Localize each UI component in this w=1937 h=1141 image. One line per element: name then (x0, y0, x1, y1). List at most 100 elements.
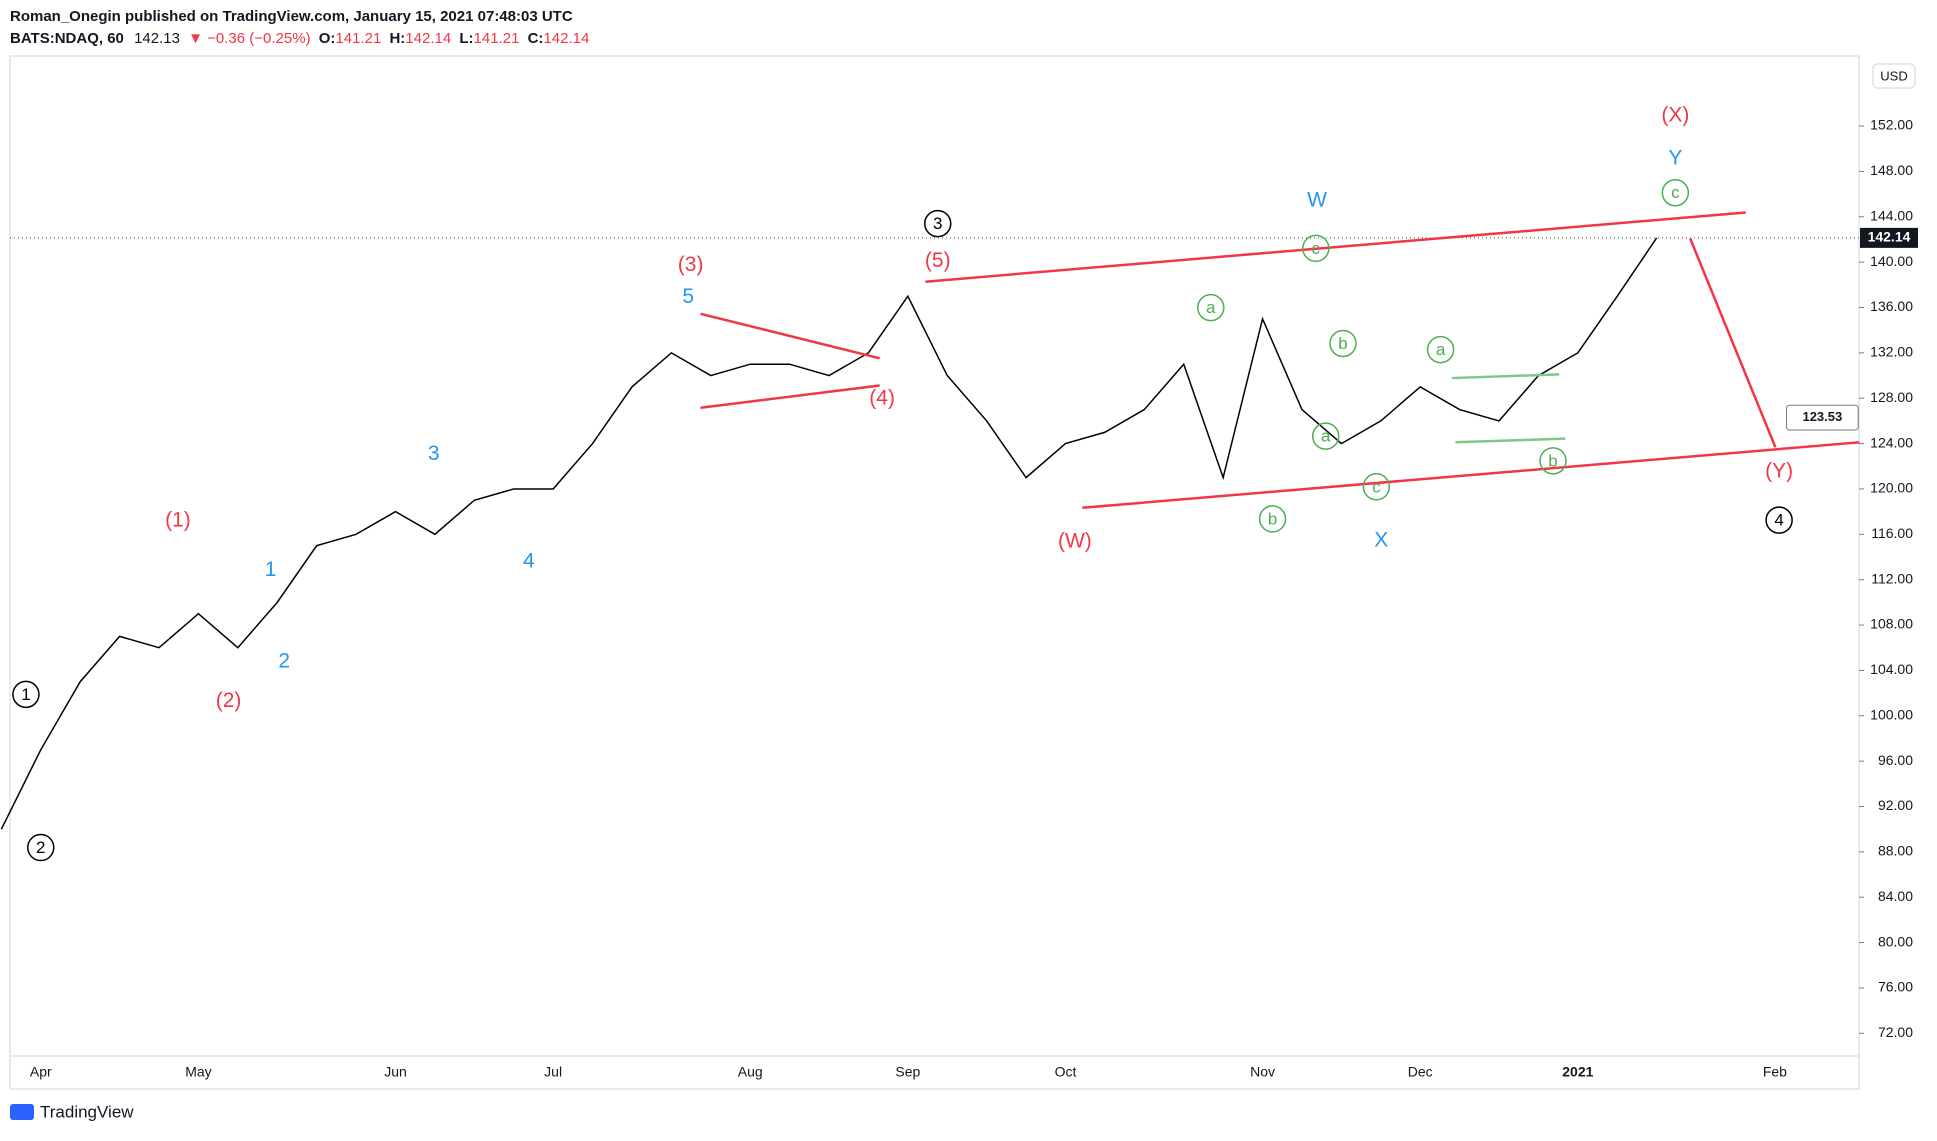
wave-label: Y (1668, 147, 1682, 170)
wave-label: c (1671, 183, 1680, 202)
c-value: 142.14 (543, 30, 589, 47)
c-label: C: (528, 30, 544, 47)
wave-circle (923, 209, 952, 238)
plot-frame (9, 55, 1860, 1090)
wave-label: W (1307, 189, 1327, 212)
wave-label: b (1548, 451, 1557, 470)
x-tick-label: Apr (30, 1064, 52, 1080)
wave-circle (1311, 422, 1340, 450)
range-top (1451, 373, 1560, 380)
wave-label: (3) (678, 253, 704, 276)
change: ▼ −0.36 (−0.25%) (188, 30, 310, 47)
last-price-box (1860, 227, 1918, 248)
y-tick-label: 96.00 (1878, 752, 1913, 768)
x-tick-label: Aug (738, 1064, 763, 1080)
y-tick-label: 84.00 (1878, 888, 1913, 904)
x-tick-label: 2021 (1562, 1064, 1593, 1080)
x-tick-label: Jun (384, 1064, 407, 1080)
y-tick-label: 132.00 (1870, 344, 1913, 360)
o-value: 141.21 (335, 30, 381, 47)
symbol: BATS:NDAQ, 60 (10, 30, 124, 47)
wave-circle (1197, 293, 1225, 322)
h-label: H: (389, 30, 405, 47)
y-tick-label: 124.00 (1870, 434, 1913, 450)
x-tick-label: Dec (1408, 1064, 1433, 1080)
wave-label: 4 (523, 549, 535, 572)
wave-label: (Y) (1765, 459, 1793, 482)
y-tick-label: 120.00 (1870, 480, 1913, 496)
target-label: 123.53 (1802, 409, 1842, 424)
wave-label: c (1372, 477, 1381, 496)
wave-label: 3 (428, 442, 440, 465)
wave-label: (4) (869, 386, 895, 409)
wave-circle (1426, 335, 1455, 364)
y-tick-label: 108.00 (1870, 616, 1913, 632)
last-price-label: 142.14 (1868, 229, 1911, 245)
wave-label: b (1338, 334, 1347, 353)
last: 142.13 (134, 30, 180, 47)
projection-arrow (1689, 237, 1777, 448)
wave-circle (1539, 447, 1567, 475)
triangle-bottom (700, 384, 880, 409)
o-label: O: (319, 30, 336, 47)
logo (10, 1104, 34, 1120)
wave-label: a (1436, 340, 1446, 359)
wave-circle (1765, 506, 1793, 534)
price-line (0, 237, 1658, 830)
y-tick-label: 136.00 (1870, 298, 1913, 314)
x-tick-label: Nov (1250, 1064, 1275, 1080)
x-tick-label: Oct (1055, 1064, 1077, 1080)
wave-label: (X) (1661, 103, 1689, 126)
y-tick-label: 140.00 (1870, 253, 1913, 269)
y-tick-label: 112.00 (1871, 570, 1913, 586)
logo-icon (10, 1104, 34, 1120)
y-tick-label: 128.00 (1870, 389, 1913, 405)
wave-label: 2 (278, 650, 290, 673)
wave-label: 4 (1774, 511, 1783, 530)
brand: TradingView (40, 1102, 134, 1121)
wave-label: b (1268, 509, 1277, 528)
wave-circle (1302, 234, 1330, 263)
y-tick-label: 88.00 (1878, 843, 1913, 859)
currency: USD (1880, 68, 1907, 83)
wave-label: X (1374, 528, 1388, 551)
range-bottom (1455, 437, 1566, 444)
wave-circle (1329, 329, 1357, 358)
y-tick-label: 144.00 (1870, 207, 1913, 223)
wave-label: 1 (21, 685, 30, 704)
wave-label: c (1312, 239, 1321, 258)
x-tick-label: Feb (1763, 1064, 1787, 1080)
channel-top (925, 211, 1746, 283)
y-tick-label: 152.00 (1870, 117, 1913, 133)
h-value: 142.14 (405, 30, 451, 47)
wave-label: (1) (165, 509, 191, 532)
wave-label: a (1321, 427, 1331, 446)
l-value: 141.21 (474, 30, 520, 47)
y-tick-label: 76.00 (1878, 979, 1913, 995)
wave-circle (27, 833, 55, 862)
wave-circle (12, 680, 40, 709)
triangle-top (700, 312, 880, 360)
wave-label: (5) (925, 249, 951, 272)
y-tick-label: 80.00 (1878, 933, 1913, 949)
symbol-line: BATS:NDAQ, 60 142.13 ▼ −0.36 (−0.25%) O:… (10, 30, 589, 47)
wave-label: a (1206, 298, 1216, 317)
wave-circle (1258, 505, 1287, 533)
wave-label: 2 (36, 838, 45, 857)
wave-circle (1362, 473, 1391, 501)
channel-bottom (1082, 441, 1860, 510)
wave-label: 1 (265, 558, 277, 581)
wave-label: 5 (682, 285, 694, 308)
author-line: Roman_Onegin published on TradingView.co… (10, 8, 573, 25)
l-label: L: (459, 30, 473, 47)
wave-circle (1661, 178, 1690, 207)
x-tick-label: Jul (544, 1064, 562, 1080)
x-tick-label: Sep (895, 1064, 920, 1080)
y-tick-label: 104.00 (1870, 661, 1913, 677)
x-tick-label: May (185, 1064, 211, 1080)
currency-box (1872, 63, 1916, 89)
y-tick-label: 100.00 (1870, 706, 1913, 722)
wave-label: 3 (933, 214, 942, 233)
